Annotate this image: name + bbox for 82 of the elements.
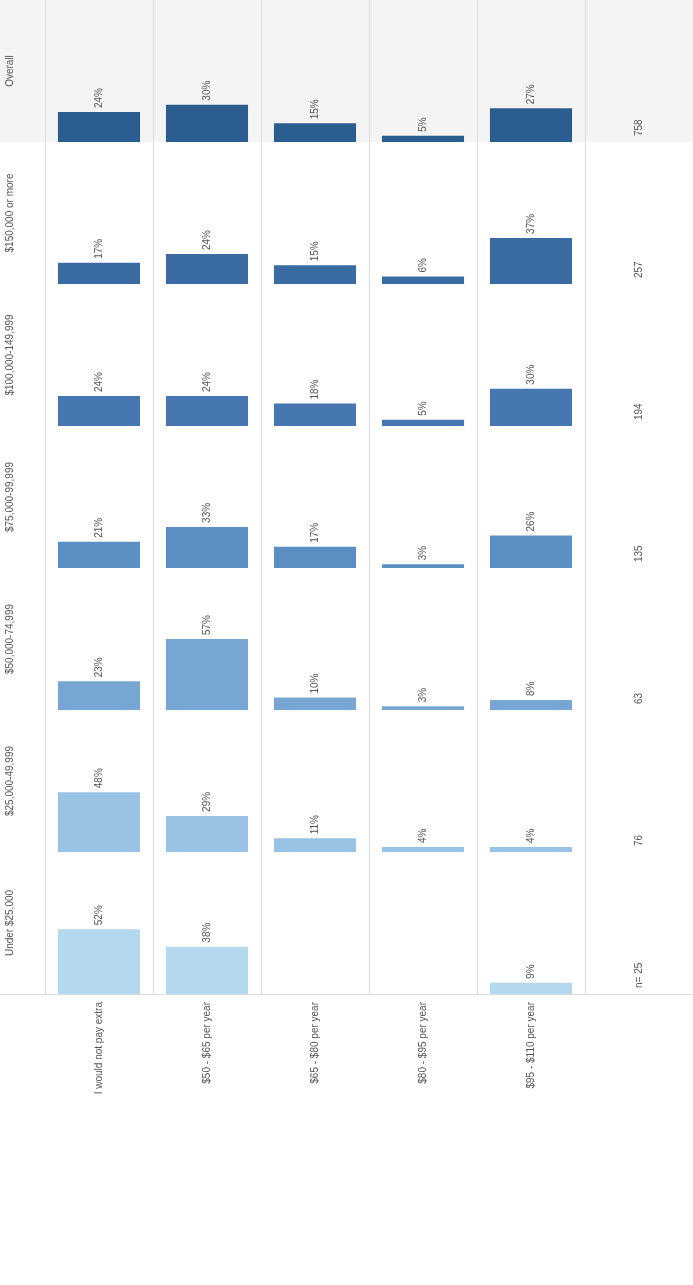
data-label: 3%: [416, 687, 428, 703]
bar: [489, 108, 573, 142]
bar: [489, 535, 573, 568]
x-tick-label: $95 - $110 per year: [524, 1001, 536, 1089]
data-label: 24%: [200, 371, 212, 393]
data-label: 10%: [308, 673, 320, 694]
chart-title: Under $25,000: [3, 889, 15, 957]
bar: [57, 262, 141, 284]
bar: [273, 697, 357, 710]
bar: [489, 237, 573, 284]
bar: [489, 847, 573, 852]
x-tick-label: $65 - $80 per year: [308, 1001, 320, 1084]
data-label: 6%: [416, 257, 428, 273]
chart-title: $25,000-49,999: [3, 745, 15, 817]
data-label: 15%: [308, 241, 320, 262]
text: 63: [632, 692, 644, 704]
bar: [273, 838, 357, 852]
data-label: 17%: [308, 522, 320, 543]
data-label: 26%: [524, 511, 536, 532]
chart-title: $75,000-99,999: [3, 461, 15, 533]
x-tick-label: $50 - $65 per year: [200, 1001, 212, 1084]
data-label: 24%: [92, 371, 104, 393]
data-label: 4%: [416, 828, 428, 844]
text: 194: [632, 402, 644, 420]
bar: [381, 276, 465, 284]
text: 257: [632, 260, 644, 278]
text: n= 25: [632, 962, 644, 988]
data-label: 24%: [92, 87, 104, 109]
bar: [165, 104, 249, 142]
bar: [273, 403, 357, 426]
text: 758: [632, 118, 644, 136]
data-label: 52%: [92, 905, 104, 926]
data-label: 24%: [200, 229, 212, 251]
data-label: 29%: [200, 791, 212, 812]
chart-title: $150,000 or more: [3, 173, 15, 253]
bar: [165, 254, 249, 284]
chart-title: Overall: [3, 55, 15, 87]
bar: [381, 706, 465, 710]
data-label: 48%: [92, 768, 104, 789]
bar: [489, 700, 573, 710]
bar: [273, 123, 357, 142]
x-tick-label: $80 - $95 per year: [416, 1001, 428, 1084]
data-label: 18%: [308, 379, 320, 400]
bar: [381, 847, 465, 852]
data-label: 4%: [524, 828, 536, 844]
bar: [489, 388, 573, 426]
chart-title: $50,000-74,999: [3, 603, 15, 675]
chart-title: $100,000-149,999: [3, 313, 15, 396]
data-label: 30%: [200, 80, 212, 101]
data-label: 15%: [308, 99, 320, 120]
bar: [165, 815, 249, 852]
bar: [57, 541, 141, 568]
bar: [381, 419, 465, 426]
data-label: 8%: [524, 681, 536, 697]
x-tick-label: I would not pay extra: [92, 1001, 104, 1095]
bar: [57, 681, 141, 710]
bar: [165, 639, 249, 710]
text: 76: [632, 834, 644, 846]
data-label: 17%: [92, 238, 104, 259]
data-label: 5%: [416, 117, 428, 132]
bar: [381, 564, 465, 568]
bar: [57, 792, 141, 852]
bar: [273, 265, 357, 284]
data-label: 33%: [200, 502, 212, 523]
bar: [57, 112, 141, 142]
data-label: 9%: [524, 964, 536, 979]
data-label: 21%: [92, 517, 104, 538]
bar: [165, 526, 249, 568]
bar: [57, 396, 141, 426]
data-label: 3%: [416, 545, 428, 561]
data-label: 27%: [524, 84, 536, 105]
bar: [273, 546, 357, 568]
bar: [165, 396, 249, 426]
data-label: 37%: [524, 213, 536, 234]
bar: [381, 135, 465, 142]
data-label: 57%: [200, 614, 212, 635]
data-label: 38%: [200, 922, 212, 943]
data-label: 23%: [92, 657, 104, 678]
data-label: 30%: [524, 364, 536, 385]
text: 135: [632, 544, 644, 562]
data-label: 5%: [416, 401, 428, 416]
data-label: 11%: [308, 814, 320, 835]
